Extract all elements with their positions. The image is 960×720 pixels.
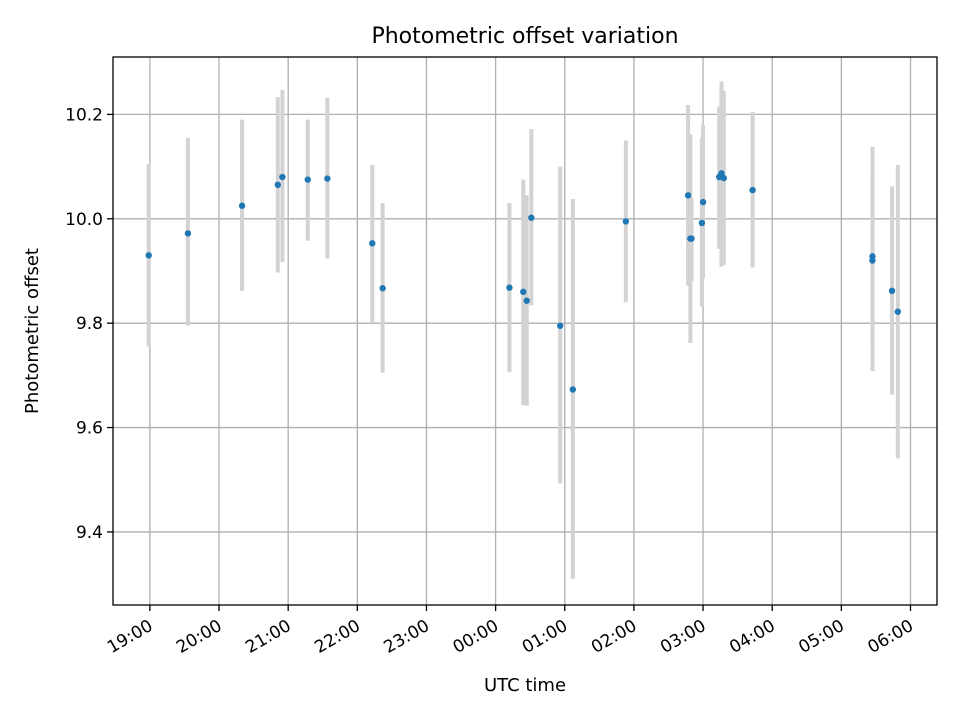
grid	[113, 57, 937, 605]
data-point	[528, 214, 535, 221]
data-point	[520, 288, 527, 296]
plot-frame	[112, 56, 938, 606]
data-point	[888, 287, 896, 295]
data-point	[369, 240, 376, 247]
x-axis-label: UTC time	[484, 675, 566, 696]
x-tick-label: 06:00	[865, 616, 917, 658]
y-tick-label: 9.8	[76, 314, 103, 334]
data-point	[556, 322, 564, 329]
data-point	[894, 308, 902, 315]
data-point	[688, 235, 695, 242]
x-tick-label: 02:00	[588, 616, 640, 658]
x-tick-label: 22:00	[311, 616, 363, 658]
chart-title: Photometric offset variation	[371, 24, 678, 49]
data-point	[145, 252, 152, 259]
y-axis: 9.4 9.6 9.8 10.0 10.2	[65, 105, 113, 543]
data-point	[506, 284, 513, 291]
x-tick-label: 19:00	[104, 616, 156, 658]
x-tick-label: 01:00	[519, 616, 571, 658]
data-point	[238, 202, 246, 209]
y-tick-label: 9.4	[76, 523, 103, 543]
data-point	[699, 198, 707, 206]
data-point	[684, 192, 692, 199]
y-tick-label: 10.2	[65, 105, 103, 125]
y-tick-label: 9.6	[76, 419, 103, 439]
data-points	[145, 170, 902, 393]
x-tick-label: 20:00	[173, 616, 225, 658]
x-axis: 19:00 20:00 21:00 22:00 23:00 00:00 01:00 02:00…	[104, 605, 917, 658]
x-tick-label: 03:00	[657, 616, 709, 658]
error-bars	[146, 81, 900, 579]
data-point	[869, 257, 876, 264]
data-point	[324, 175, 331, 182]
data-point	[279, 173, 286, 181]
y-axis-label: Photometric offset	[22, 248, 43, 414]
data-point	[523, 297, 530, 304]
data-point	[622, 218, 630, 225]
data-point	[379, 285, 386, 292]
x-tick-label: 21:00	[242, 616, 294, 658]
y-tick-label: 10.0	[65, 210, 103, 230]
x-tick-label: 05:00	[795, 616, 847, 658]
x-tick-label: 00:00	[450, 616, 502, 658]
data-point	[749, 186, 756, 194]
x-tick-label: 23:00	[381, 616, 433, 658]
data-point	[698, 219, 706, 227]
data-point	[304, 176, 311, 183]
x-tick-label: 04:00	[726, 616, 778, 658]
data-point	[274, 181, 281, 189]
data-point	[569, 386, 577, 393]
data-point	[720, 174, 727, 182]
data-point	[184, 230, 192, 237]
